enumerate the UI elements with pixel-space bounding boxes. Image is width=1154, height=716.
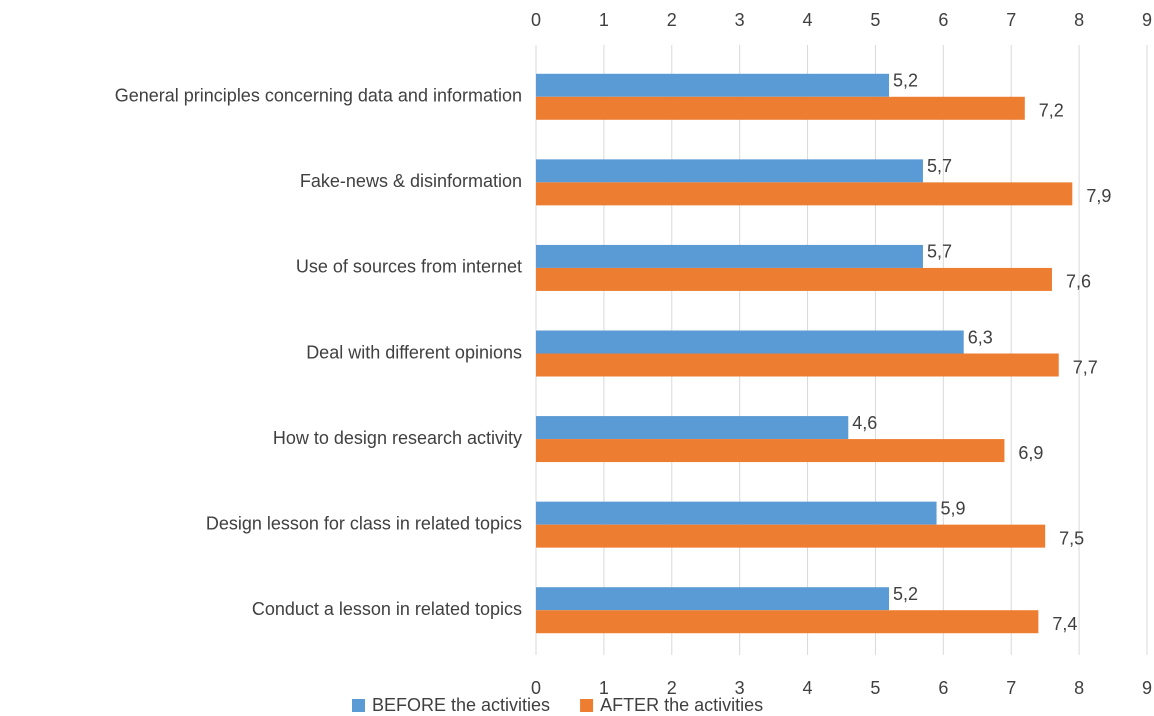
data-label: 7,2: [1039, 101, 1064, 121]
data-label: 5,7: [927, 242, 952, 262]
x-tick-label: 6: [938, 678, 948, 698]
x-tick-label: 9: [1142, 10, 1152, 30]
x-tick-label: 0: [531, 10, 541, 30]
x-tick-label: 4: [803, 10, 813, 30]
category-label: Conduct a lesson in related topics: [252, 599, 522, 619]
data-label: 6,3: [968, 327, 993, 347]
bar: [536, 501, 937, 525]
x-tick-label: 9: [1142, 678, 1152, 698]
bar: [536, 587, 890, 611]
x-tick-label: 5: [870, 10, 880, 30]
x-tick-label: 8: [1074, 678, 1084, 698]
x-tick-label: 6: [938, 10, 948, 30]
category-label: Deal with different opinions: [306, 342, 522, 362]
data-label: 7,5: [1059, 528, 1084, 548]
category-label: Use of sources from internet: [296, 257, 522, 277]
data-label: 4,6: [852, 413, 877, 433]
category-label: General principles concerning data and i…: [115, 86, 522, 106]
bar: [536, 439, 1005, 463]
x-tick-label: 3: [735, 10, 745, 30]
bar: [536, 182, 1073, 206]
x-tick-label: 5: [870, 678, 880, 698]
data-label: 5,2: [893, 584, 918, 604]
data-label: 7,7: [1073, 357, 1098, 377]
bar: [536, 524, 1046, 548]
x-tick-label: 2: [667, 678, 677, 698]
legend-swatch: [580, 699, 594, 712]
x-tick-label: 0: [531, 678, 541, 698]
data-label: 7,9: [1086, 186, 1111, 206]
data-label: 5,7: [927, 156, 952, 176]
bar: [536, 96, 1025, 120]
x-tick-label: 2: [667, 10, 677, 30]
x-tick-label: 7: [1006, 10, 1016, 30]
bar: [536, 416, 849, 440]
data-label: 5,2: [893, 71, 918, 91]
bar: [536, 159, 923, 183]
bar: [536, 73, 890, 97]
data-label: 6,9: [1018, 443, 1043, 463]
legend-label: AFTER the activities: [600, 695, 763, 715]
x-tick-label: 8: [1074, 10, 1084, 30]
bar: [536, 610, 1039, 634]
data-label: 7,4: [1052, 614, 1077, 634]
data-label: 5,9: [941, 498, 966, 518]
x-tick-label: 1: [599, 10, 609, 30]
category-label: Design lesson for class in related topic…: [206, 513, 522, 533]
bar: [536, 267, 1052, 291]
bar: [536, 244, 923, 268]
legend-swatch: [352, 699, 365, 712]
data-label: 7,6: [1066, 272, 1091, 292]
legend-label: BEFORE the activities: [372, 695, 550, 715]
x-tick-label: 7: [1006, 678, 1016, 698]
x-tick-label: 3: [735, 678, 745, 698]
x-tick-label: 4: [803, 678, 813, 698]
x-tick-label: 1: [599, 678, 609, 698]
category-label: How to design research activity: [273, 428, 522, 448]
category-label: Fake-news & disinformation: [300, 171, 522, 191]
bar: [536, 330, 964, 354]
bar: [536, 353, 1059, 377]
